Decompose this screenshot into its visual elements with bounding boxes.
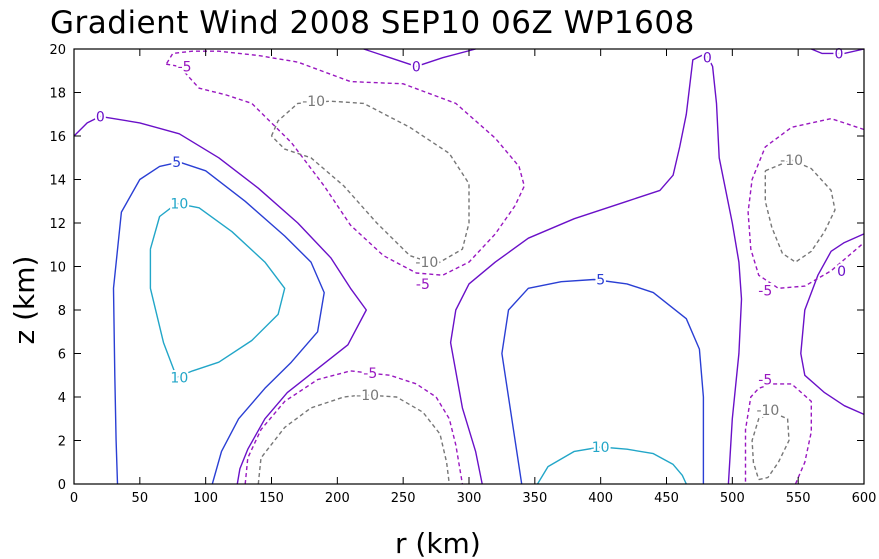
contour-label: -5 <box>178 59 192 75</box>
x-tick-label: 0 <box>70 491 78 506</box>
contour-line-0-5 <box>811 48 865 55</box>
contour-label: 5 <box>172 155 181 171</box>
contour-line-neg5-13 <box>747 117 865 289</box>
contour-line-0-6 <box>800 233 865 416</box>
x-tick-label: 300 <box>457 491 482 506</box>
contours-layer <box>73 48 865 485</box>
contour-label: -5 <box>758 373 772 389</box>
contour-line-neg10-12 <box>270 100 470 265</box>
contour-line-0-3 <box>449 52 743 485</box>
contour-label: -5 <box>758 283 772 299</box>
chart-title: Gradient Wind 2008 SEP10 06Z WP1608 <box>50 5 695 41</box>
contour-line-5-1 <box>112 161 325 485</box>
x-tick-label: 250 <box>391 491 416 506</box>
x-tick-label: 600 <box>852 491 877 506</box>
x-tick-label: 150 <box>259 491 284 506</box>
contour-label: -10 <box>780 153 803 169</box>
y-tick-label: 10 <box>49 261 66 276</box>
y-tick-label: 12 <box>49 217 66 232</box>
y-axis-label: z (km) <box>8 256 41 345</box>
x-tick-label: 100 <box>193 491 218 506</box>
x-tick-label: 350 <box>522 491 547 506</box>
contour-label: 10 <box>592 440 610 456</box>
axis-ticks-layer: 0 50 100 150 200 250 300 350 400 450 500 550 6000246… <box>49 43 876 506</box>
contour-line-5-7 <box>501 278 705 485</box>
y-tick-label: 6 <box>58 348 66 363</box>
contour-label: -10 <box>756 403 779 419</box>
x-tick-label: 400 <box>588 491 613 506</box>
contour-line-neg5-9 <box>244 370 464 485</box>
x-tick-label: 450 <box>654 491 679 506</box>
contour-label: 0 <box>96 109 105 125</box>
y-tick-label: 16 <box>49 130 66 145</box>
contour-line-neg5-15 <box>744 383 812 485</box>
x-tick-label: 500 <box>720 491 745 506</box>
contour-label: 10 <box>170 370 188 386</box>
contour-label: -5 <box>416 277 430 293</box>
contour-label: 10 <box>170 196 188 212</box>
contour-line-0-4 <box>363 48 476 68</box>
contour-label: -5 <box>363 366 377 382</box>
contour-line-0-2 <box>73 115 367 485</box>
contour-label: 0 <box>412 59 421 75</box>
contour-line-10-8 <box>536 446 687 485</box>
plot-frame <box>73 48 865 485</box>
x-tick-label: 550 <box>786 491 811 506</box>
y-tick-label: 0 <box>58 478 66 493</box>
contour-line-neg10-10 <box>257 394 450 485</box>
contour-label: -10 <box>415 255 438 271</box>
contour-label: 0 <box>837 264 846 280</box>
contour-line-neg10-16 <box>751 411 790 481</box>
x-tick-label: 200 <box>325 491 350 506</box>
y-tick-label: 20 <box>49 43 66 58</box>
x-axis-label: r (km) <box>395 527 481 559</box>
y-tick-label: 4 <box>58 391 66 406</box>
y-tick-label: 8 <box>58 304 66 319</box>
contour-label: 0 <box>703 51 712 67</box>
y-tick-label: 2 <box>58 435 66 450</box>
contour-line-10-0 <box>149 202 286 379</box>
x-tick-label: 50 <box>132 491 149 506</box>
contour-label: 5 <box>596 273 605 289</box>
y-tick-label: 18 <box>49 87 66 102</box>
contour-label: -10 <box>356 388 379 404</box>
contour-line-neg10-14 <box>764 159 836 263</box>
y-tick-label: 14 <box>49 174 66 189</box>
contour-line-neg5-11 <box>165 50 525 276</box>
contour-label: -10 <box>302 94 325 110</box>
